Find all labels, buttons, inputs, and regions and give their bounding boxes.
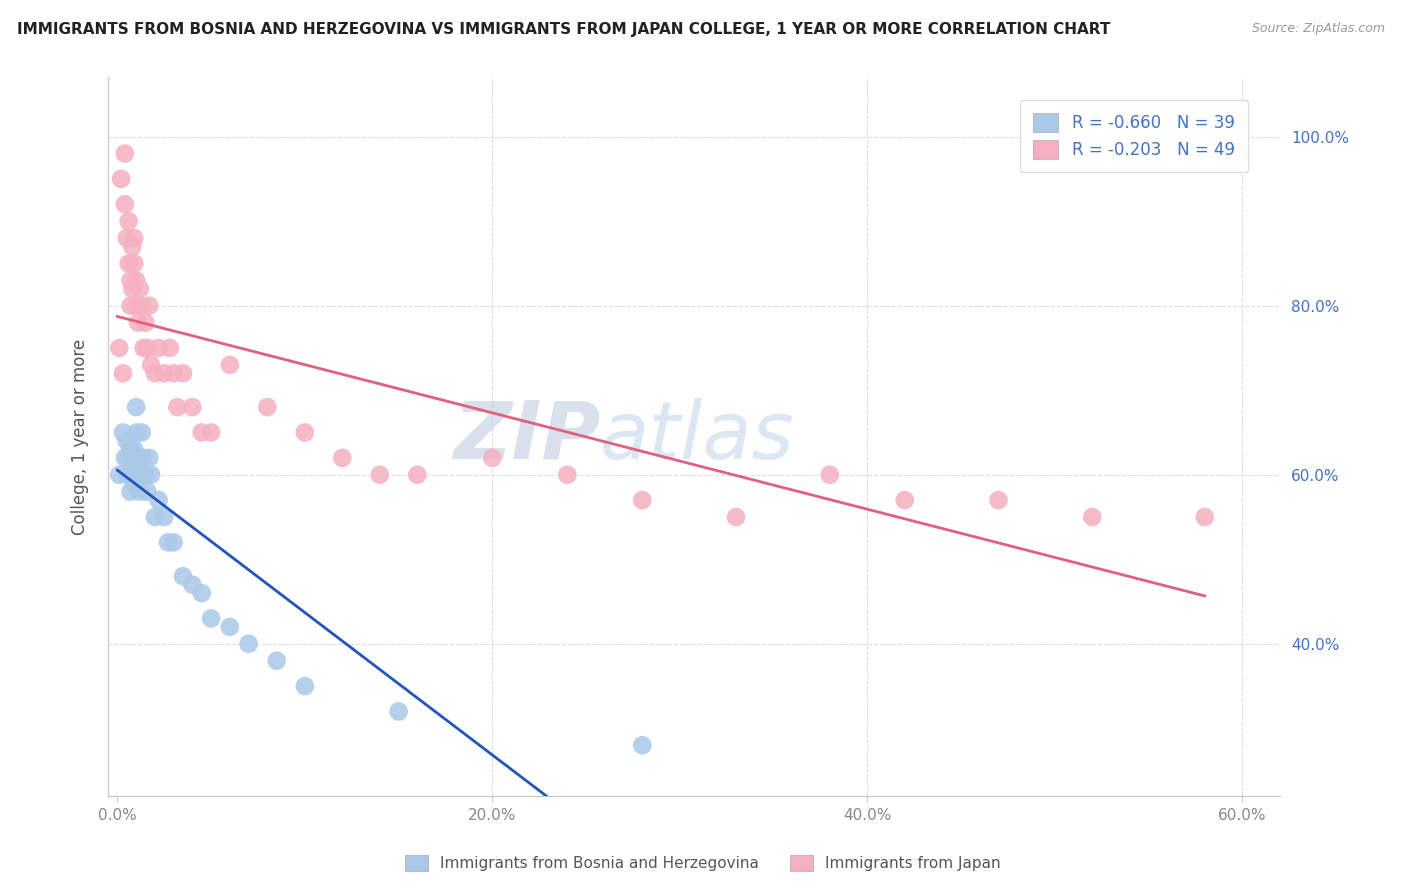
- Point: [256, 400, 278, 414]
- Point: [132, 450, 155, 465]
- Point: [125, 299, 148, 313]
- Point: [117, 214, 139, 228]
- Point: [120, 299, 142, 313]
- Point: [138, 299, 160, 313]
- Point: [120, 484, 142, 499]
- Point: [200, 611, 222, 625]
- Point: [387, 705, 409, 719]
- Point: [294, 679, 316, 693]
- Point: [125, 400, 148, 414]
- Point: [115, 231, 138, 245]
- Point: [131, 299, 153, 313]
- Point: [125, 425, 148, 440]
- Point: [117, 450, 139, 465]
- Point: [134, 467, 156, 482]
- Point: [368, 467, 391, 482]
- Y-axis label: College, 1 year or more: College, 1 year or more: [72, 339, 89, 535]
- Point: [172, 569, 194, 583]
- Legend: Immigrants from Bosnia and Herzegovina, Immigrants from Japan: Immigrants from Bosnia and Herzegovina, …: [399, 849, 1007, 877]
- Point: [131, 425, 153, 440]
- Point: [200, 425, 222, 440]
- Point: [153, 510, 176, 524]
- Point: [143, 367, 166, 381]
- Point: [166, 400, 188, 414]
- Point: [121, 467, 143, 482]
- Point: [114, 146, 136, 161]
- Point: [128, 484, 150, 499]
- Point: [125, 273, 148, 287]
- Point: [122, 231, 145, 245]
- Point: [406, 467, 429, 482]
- Point: [110, 172, 132, 186]
- Point: [115, 434, 138, 448]
- Point: [218, 620, 240, 634]
- Point: [121, 239, 143, 253]
- Point: [631, 493, 654, 508]
- Point: [555, 467, 578, 482]
- Point: [120, 442, 142, 457]
- Point: [114, 197, 136, 211]
- Point: [121, 459, 143, 474]
- Point: [238, 637, 260, 651]
- Point: [138, 450, 160, 465]
- Point: [1081, 510, 1104, 524]
- Point: [121, 282, 143, 296]
- Point: [148, 341, 170, 355]
- Point: [162, 535, 184, 549]
- Point: [818, 467, 841, 482]
- Legend: R = -0.660   N = 39, R = -0.203   N = 49: R = -0.660 N = 39, R = -0.203 N = 49: [1019, 100, 1249, 172]
- Point: [136, 341, 159, 355]
- Point: [218, 358, 240, 372]
- Point: [114, 450, 136, 465]
- Point: [294, 425, 316, 440]
- Point: [153, 367, 176, 381]
- Point: [120, 273, 142, 287]
- Text: atlas: atlas: [600, 398, 794, 475]
- Point: [139, 467, 162, 482]
- Point: [148, 493, 170, 508]
- Point: [266, 654, 288, 668]
- Point: [631, 738, 654, 752]
- Point: [117, 256, 139, 270]
- Text: IMMIGRANTS FROM BOSNIA AND HERZEGOVINA VS IMMIGRANTS FROM JAPAN COLLEGE, 1 YEAR : IMMIGRANTS FROM BOSNIA AND HERZEGOVINA V…: [17, 22, 1111, 37]
- Point: [481, 450, 503, 465]
- Point: [181, 577, 204, 591]
- Text: Source: ZipAtlas.com: Source: ZipAtlas.com: [1251, 22, 1385, 36]
- Point: [136, 484, 159, 499]
- Point: [127, 316, 149, 330]
- Point: [128, 450, 150, 465]
- Point: [139, 358, 162, 372]
- Point: [134, 316, 156, 330]
- Point: [111, 367, 134, 381]
- Point: [132, 341, 155, 355]
- Point: [190, 425, 212, 440]
- Point: [122, 476, 145, 491]
- Point: [143, 510, 166, 524]
- Text: ZIP: ZIP: [453, 398, 600, 475]
- Point: [159, 341, 181, 355]
- Point: [987, 493, 1010, 508]
- Point: [1194, 510, 1216, 524]
- Point: [172, 367, 194, 381]
- Point: [330, 450, 353, 465]
- Point: [127, 467, 149, 482]
- Point: [122, 442, 145, 457]
- Point: [115, 467, 138, 482]
- Point: [156, 535, 179, 549]
- Point: [893, 493, 915, 508]
- Point: [724, 510, 747, 524]
- Point: [108, 467, 131, 482]
- Point: [162, 367, 184, 381]
- Point: [190, 586, 212, 600]
- Point: [111, 425, 134, 440]
- Point: [181, 400, 204, 414]
- Point: [122, 256, 145, 270]
- Point: [108, 341, 131, 355]
- Point: [128, 282, 150, 296]
- Point: [131, 467, 153, 482]
